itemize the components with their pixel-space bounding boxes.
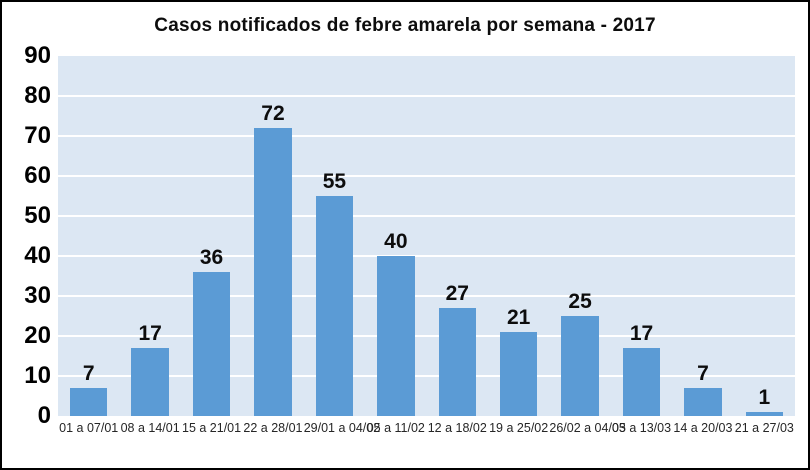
y-axis-tick-label: 20: [24, 322, 51, 350]
gridline: [58, 135, 795, 137]
x-axis-category-label: 01 a 07/01: [59, 421, 119, 435]
gridline: [58, 295, 795, 298]
x-axis: 01 a 07/01 08 a 14/01 15 a 21/01 22 a 28/01…: [58, 421, 795, 436]
bar: [499, 332, 538, 416]
bar-group: 72: [242, 56, 303, 416]
gridline: [58, 335, 795, 338]
bar-group: 40: [365, 56, 426, 416]
y-axis-tick-label: 30: [24, 282, 51, 309]
bar: [745, 412, 784, 416]
bar: [377, 256, 415, 416]
bar: [192, 272, 231, 416]
x-axis-category-label: 29/01 a 04/02: [303, 421, 381, 435]
bar-group: 17: [611, 56, 672, 416]
bar-value-label: 17: [629, 322, 654, 345]
bar-value-label: 36: [199, 246, 224, 269]
bar-group: 36: [181, 56, 242, 416]
x-axis-category-label: 08 a 14/01: [120, 421, 180, 435]
y-axis-tick-label: 50: [24, 202, 51, 229]
bar-value-label: 55: [322, 170, 347, 193]
bar-value-label: 1: [758, 386, 771, 410]
y-axis-tick-label: 90: [24, 42, 51, 69]
bar-group: 27: [427, 56, 488, 416]
bar-value-label: 27: [445, 282, 469, 305]
chart-body: 0 10 20 30 40 50 60 70 80 90 7 17 36 72 55 40 27 21 25 17 7…: [2, 44, 808, 436]
y-axis-tick-label: 10: [24, 362, 51, 390]
bar-value-label: 40: [384, 230, 408, 254]
x-axis-category-label: 14 a 20/03: [673, 421, 733, 435]
bar: [438, 308, 476, 416]
y-axis-tick-label: 60: [24, 162, 51, 189]
y-axis: 0 10 20 30 40 50 60 70 80 90: [2, 44, 58, 428]
bar-value-label: 25: [568, 290, 592, 313]
y-axis-tick-label: 0: [37, 402, 51, 429]
gridline: [58, 255, 795, 258]
gridline: [58, 95, 795, 98]
bar: [131, 348, 169, 416]
bar-group: 17: [119, 56, 180, 416]
y-axis-tick-label: 70: [24, 122, 51, 149]
bar: [622, 348, 661, 416]
bar-group: 7: [672, 56, 733, 416]
x-axis-category-label: 15 a 21/01: [182, 421, 242, 435]
bar-group: 1: [734, 56, 795, 416]
bar-value-label: 7: [697, 362, 709, 385]
y-axis-tick-label: 40: [24, 242, 51, 270]
x-axis-category-label: 22 a 28/01: [243, 421, 303, 435]
bar-group: 7: [58, 56, 119, 416]
bar-value-label: 21: [506, 306, 531, 329]
bar-group: 55: [304, 56, 365, 416]
x-axis-category-label: 21 a 27/03: [734, 421, 794, 435]
x-axis-category-label: 19 a 25/02: [489, 421, 549, 435]
x-axis-category-label: 05 a 11/02: [366, 421, 425, 435]
gridline: [58, 375, 795, 378]
bar-value-label: 7: [82, 362, 95, 385]
bar-value-label: 72: [261, 102, 285, 125]
bar: [561, 316, 599, 416]
bar-value-label: 17: [138, 322, 162, 345]
x-axis-category-label: 12 a 18/02: [427, 421, 487, 435]
plot-area: 7 17 36 72 55 40 27 21 25 17 7 1: [58, 56, 795, 416]
x-axis-category-label: 05 a 13/03: [611, 421, 672, 435]
bar-group: 25: [549, 56, 610, 416]
bar-group: 21: [488, 56, 549, 416]
chart-title: Casos notificados de febre amarela por s…: [154, 15, 656, 36]
bar: [254, 128, 292, 416]
bar: [684, 388, 722, 416]
bar: [315, 196, 354, 416]
x-axis-category-label: 26/02 a 04/03: [549, 421, 626, 435]
y-axis-tick-label: 80: [24, 82, 51, 110]
bar: [69, 388, 108, 416]
plot-column: 7 17 36 72 55 40 27 21 25 17 7 1 01 a 07/01 08 a 14/…: [58, 56, 795, 436]
gridline: [58, 175, 795, 178]
gridline: [58, 215, 795, 217]
